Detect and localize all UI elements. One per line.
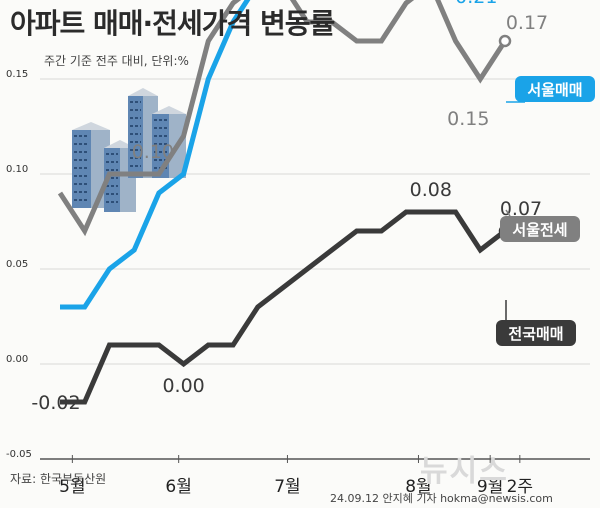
legend-label: 전국매매 — [508, 325, 563, 343]
series-end-marker — [498, 34, 512, 48]
y-tick-label: 0.05 — [6, 259, 28, 270]
source-note: 자료: 한국부동산원 — [10, 472, 107, 486]
series-line — [60, 0, 251, 310]
data-label: 0.15 — [447, 108, 489, 130]
x-tick-label: 5월 — [59, 477, 85, 497]
x-tick-label: 6월 — [165, 477, 191, 497]
x-tick-label: 9월 — [477, 477, 503, 497]
data-label: 0.08 — [410, 179, 452, 201]
series-line — [60, 209, 507, 405]
y-tick-label: 0.15 — [6, 69, 28, 80]
legend-label: 서울매매 — [527, 81, 582, 99]
legend-box — [515, 76, 595, 102]
chart-title: 아파트 매매·전세가격 변동률 — [10, 7, 335, 40]
legend-box — [500, 216, 580, 242]
x-tick-label: 2주 — [507, 477, 533, 497]
newsis-watermark: 뉴시스 — [420, 454, 509, 489]
building-illustration — [72, 88, 186, 212]
chart-subtitle: 주간 기준 전주 대비, 단위:% — [44, 54, 189, 68]
y-tick-label: 0.10 — [6, 164, 28, 175]
legend-leader — [505, 209, 511, 217]
data-label: 0.21 — [455, 0, 497, 8]
data-label: 0.17 — [506, 12, 548, 34]
legend-label: 서울전세 — [512, 221, 567, 239]
x-tick-label: 8월 — [405, 477, 431, 497]
gridlines: 0.300.250.200.150.100.050.00-0.055월6월7월8… — [6, 69, 590, 497]
legend-box — [496, 320, 576, 346]
credit-line: 24.09.12 안지혜 기자 hokma@newsis.com — [330, 492, 553, 505]
y-tick-label: 0.00 — [6, 354, 28, 365]
series-line — [57, 0, 508, 237]
data-labels: 0.320.280.210.230.100.200.150.17-0.020.0… — [31, 0, 548, 414]
x-tick-label: 7월 — [274, 477, 300, 497]
data-label: 0.07 — [500, 198, 542, 220]
data-label: 0.00 — [162, 375, 204, 397]
data-label: 0.10 — [132, 141, 174, 163]
y-tick-label: -0.05 — [6, 449, 32, 460]
data-label: -0.02 — [31, 392, 80, 414]
building-face — [104, 148, 120, 212]
